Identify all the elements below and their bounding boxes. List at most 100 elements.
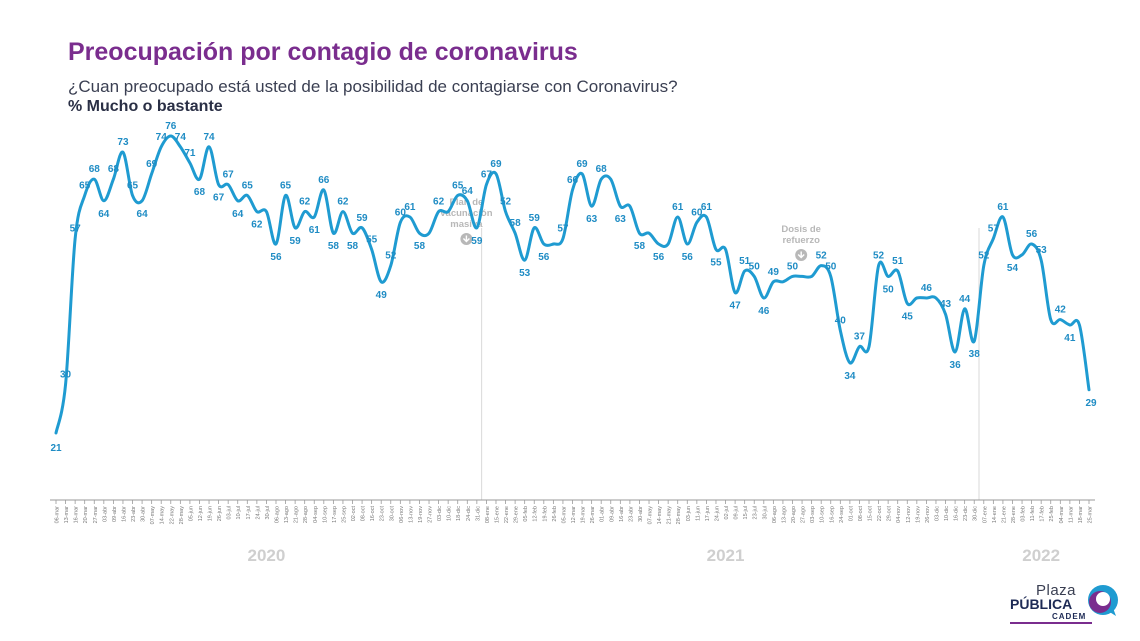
x-tick-label-72: 15-jul [743,506,749,519]
x-tick-label-65: 28-may [676,506,682,525]
x-tick-label-91: 26-nov [925,506,931,523]
data-point-19 [236,199,239,202]
x-tick-label-102: 11-feb [1030,506,1036,521]
data-point-65 [676,215,679,219]
data-point-21 [255,210,259,213]
data-label-68: 61 [701,202,713,213]
data-point-28 [322,188,326,192]
x-tick-label-68: 17-jun [705,506,711,521]
data-point-11 [160,145,163,148]
x-tick-label-41: 10-dic [447,506,453,521]
x-tick-label-103: 17-feb [1040,506,1046,522]
x-tick-label-31: 02-oct [351,506,357,522]
x-tick-label-54: 12-mar [571,506,577,524]
annotation-1-arrow-glyph [462,235,470,243]
annotation-1-line-2: vacunación [440,208,492,219]
logo-text-cadem: CADEM [1052,612,1087,621]
year-label-2022: 2022 [1022,546,1060,565]
x-tick-label-2: 16-mar [74,506,80,524]
data-label-18: 67 [223,170,235,181]
data-point-42 [456,194,459,197]
data-point-67 [695,221,699,224]
x-tick-label-99: 21-ene [1001,506,1007,523]
data-point-70 [724,248,727,251]
annotation-1-line-1: Plan de [450,197,484,208]
data-label-99: 61 [997,202,1009,213]
data-point-35 [389,264,392,267]
x-tick-label-61: 30-abr [638,506,644,522]
data-label-23: 56 [270,252,282,263]
x-tick-label-12: 22-may [169,506,175,525]
data-point-85 [867,345,871,348]
data-point-58 [609,178,612,181]
data-point-30 [341,210,345,213]
data-label-77: 50 [787,261,799,272]
data-label-108: 29 [1085,398,1097,409]
data-point-50 [533,226,536,229]
data-point-102 [1030,242,1033,246]
x-tick-label-45: 08-ene [485,506,491,523]
data-point-41 [446,210,450,213]
data-point-14 [188,161,192,165]
x-tick-label-4: 27-mar [93,506,99,524]
x-tick-label-92: 03-dic [934,506,940,521]
data-point-81 [829,275,832,278]
speech-bubble-icon [1088,585,1118,616]
data-point-0 [54,431,58,435]
x-tick-label-84: 08-oct [858,506,864,522]
data-point-94 [953,350,957,354]
x-tick-label-51: 19-feb [542,506,548,522]
data-point-87 [886,275,890,278]
x-tick-label-81: 16-sep [829,506,835,523]
data-label-1: 30 [60,369,72,380]
data-point-24 [284,194,287,197]
data-label-88: 51 [892,256,904,267]
data-point-92 [934,296,938,300]
data-label-56: 63 [586,214,598,225]
data-point-7 [121,151,125,154]
plaza-publica-logo: Plaza PÚBLICA CADEM [1010,582,1120,624]
data-label-93: 43 [940,299,952,310]
data-label-43: 64 [462,186,474,197]
x-tick-label-89: 12-nov [906,506,912,523]
data-label-96: 38 [969,349,981,360]
data-label-11: 74 [156,132,168,143]
data-point-47 [504,210,507,213]
data-point-84 [858,345,861,348]
x-tick-label-87: 29-oct [887,506,893,522]
x-tick-label-85: 15-oct [868,506,874,522]
chart-question: ¿Cuan preocupado está usted de la posibi… [68,77,678,96]
x-tick-label-95: 23-dic [963,506,969,521]
x-tick-label-69: 24-jun [714,506,720,521]
data-label-80: 52 [816,251,828,262]
x-tick-label-10: 07-may [150,506,156,525]
x-tick-label-86: 22-oct [877,506,883,522]
data-label-94: 36 [950,360,962,371]
data-label-61: 58 [634,241,646,252]
x-tick-label-29: 17-sep [332,506,338,523]
data-point-1 [64,383,67,386]
x-tick-label-44: 31-dic [475,506,481,521]
data-point-90 [915,296,919,300]
data-label-4: 68 [89,164,101,175]
x-tick-label-98: 14-ene [992,506,998,523]
x-tick-label-53: 05-mar [561,506,567,524]
data-label-97: 52 [978,251,990,262]
x-tick-label-106: 11-mar [1068,506,1074,523]
data-point-63 [657,242,660,246]
data-label-21: 62 [251,220,263,231]
data-label-54: 66 [567,175,579,186]
data-point-54 [571,188,574,192]
data-point-72 [743,269,746,273]
x-tick-label-46: 15-ene [494,506,500,523]
data-label-12: 76 [165,121,177,132]
data-label-0: 21 [50,443,62,454]
data-label-19: 64 [232,209,244,220]
data-label-5: 64 [98,209,110,220]
x-tick-label-48: 29-ene [514,506,520,523]
data-point-46 [494,172,498,175]
data-point-27 [313,215,316,219]
data-label-71: 47 [730,301,742,312]
data-point-45 [485,183,488,186]
x-tick-label-18: 03-jul [227,506,233,519]
